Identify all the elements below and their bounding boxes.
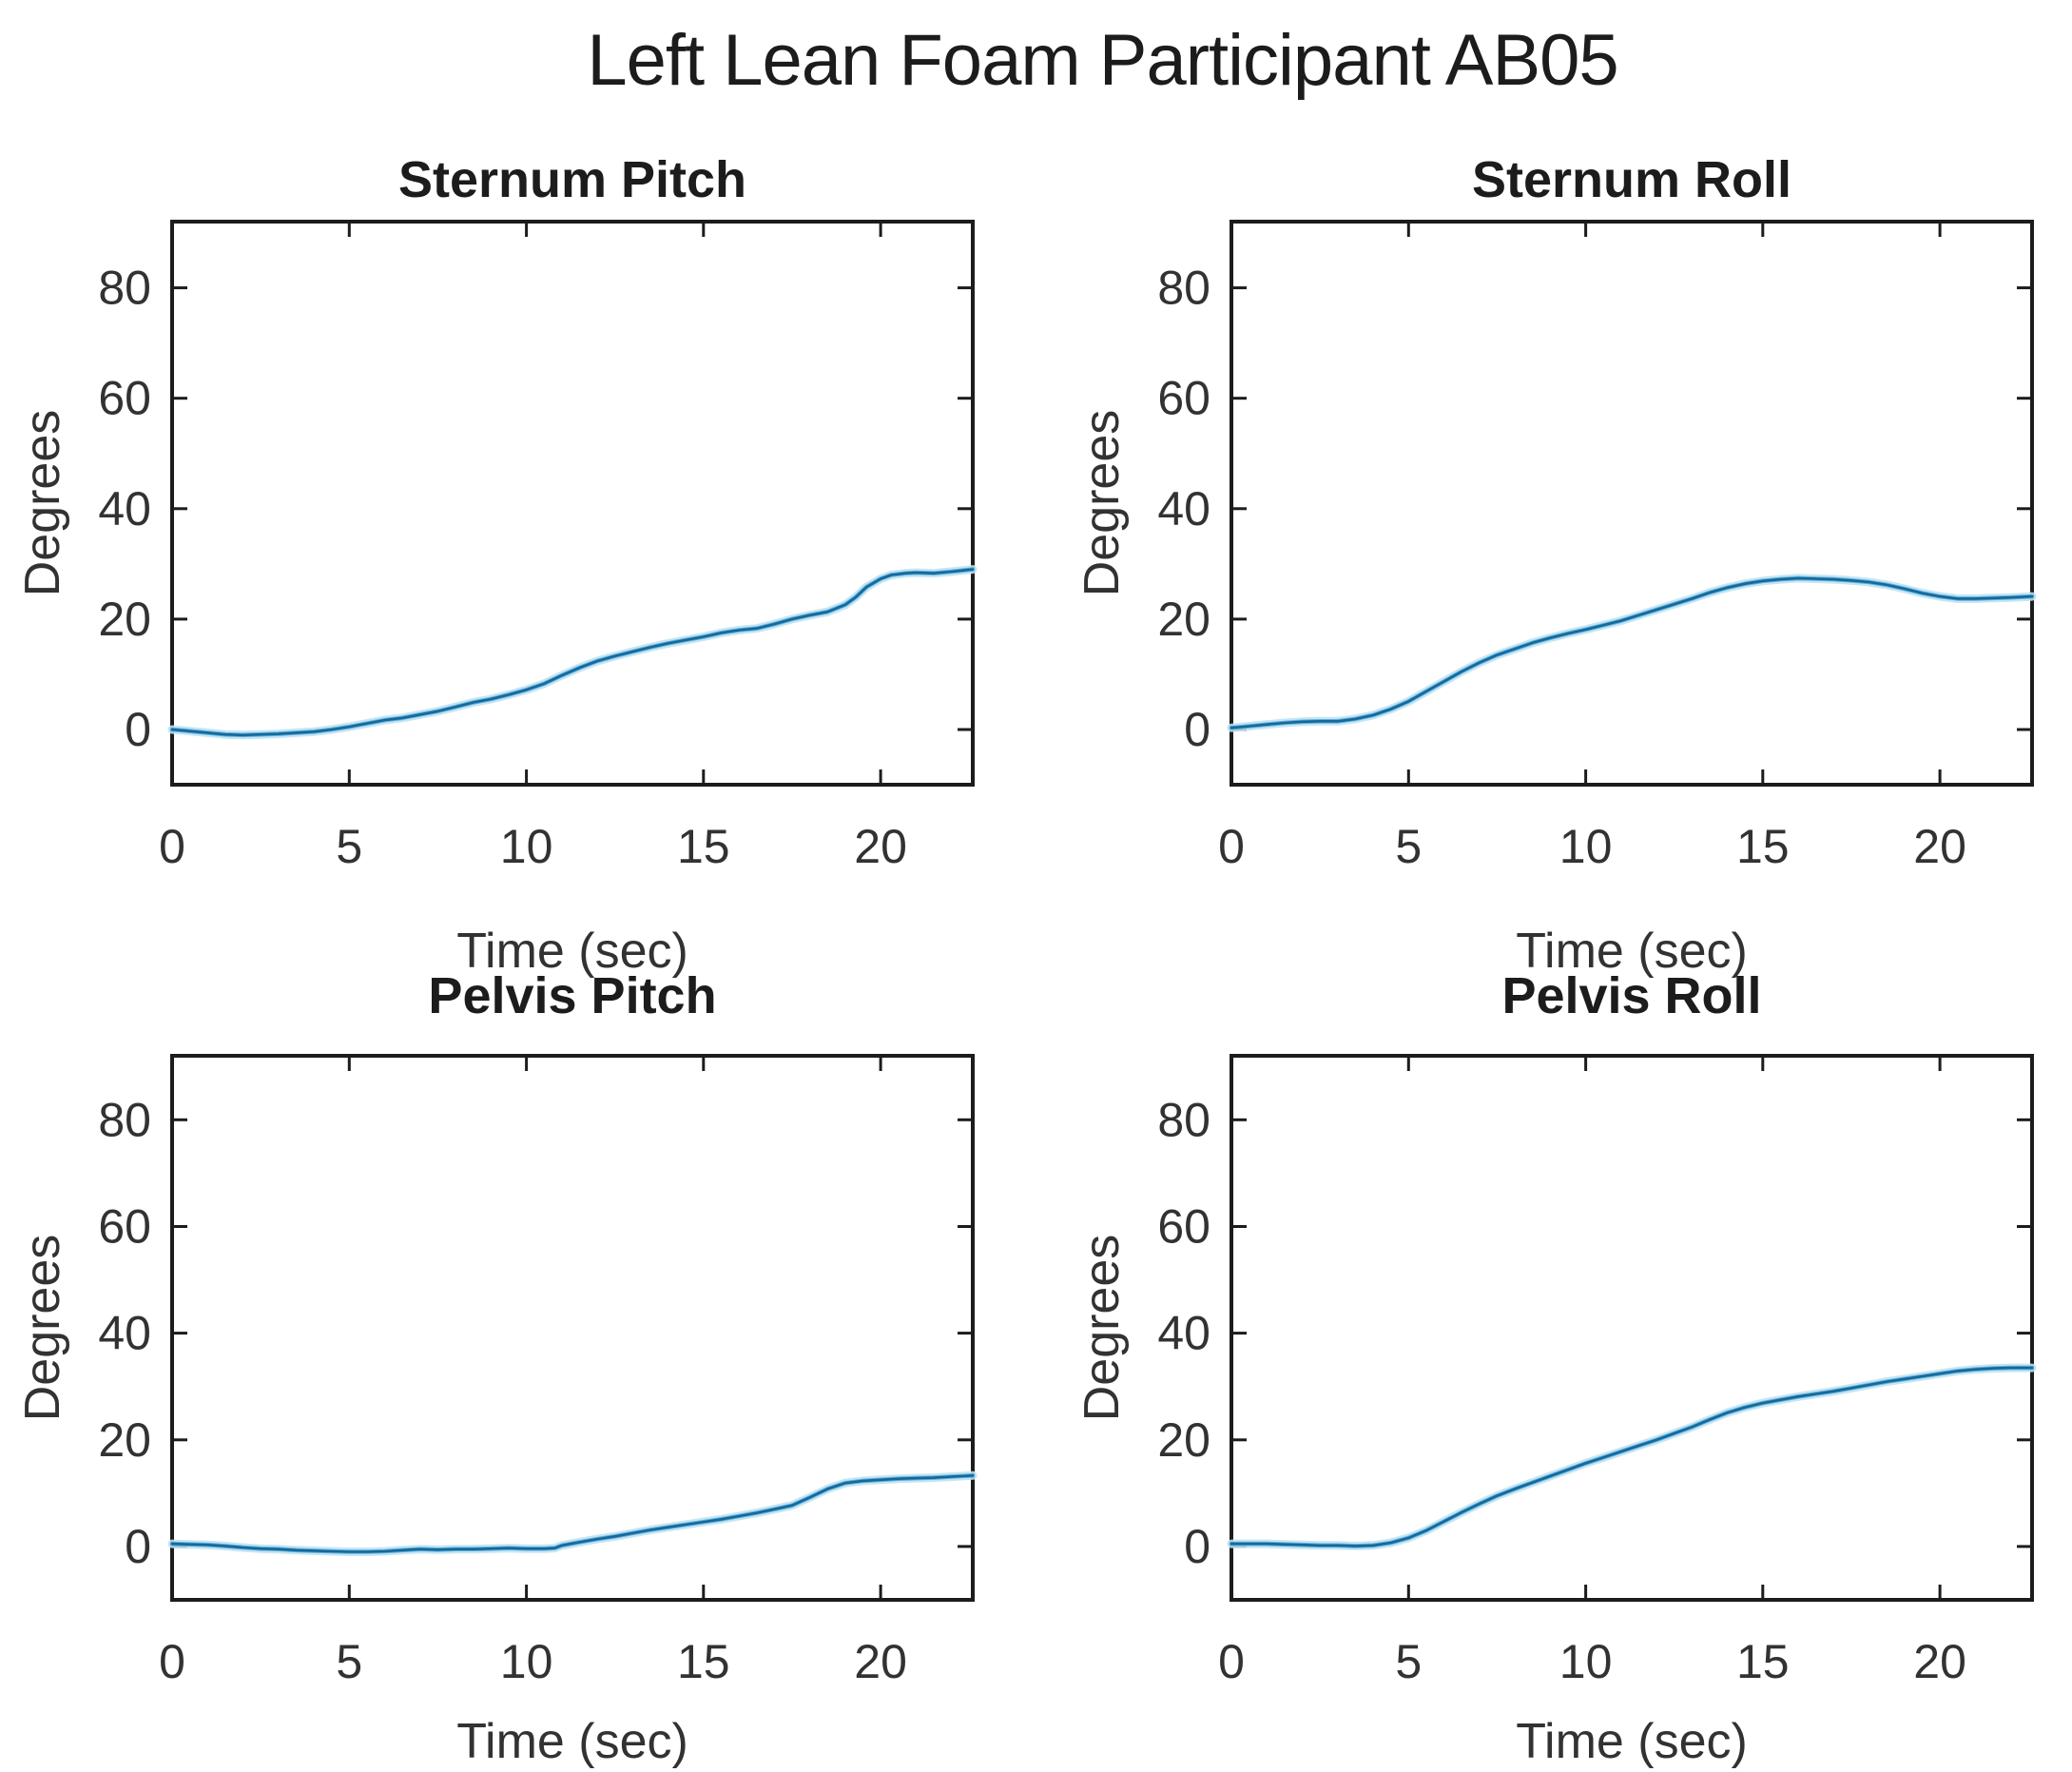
x-tick-label: 5 [336,820,362,873]
y-axis-label-pelvis-roll: Degrees [1075,1234,1130,1422]
subplot-title-sternum-pitch: Sternum Pitch [397,151,747,208]
series-pelvis-roll-core [1230,1366,2034,1548]
y-tick-label: 20 [1157,1413,1210,1467]
x-tick-label: 20 [854,1635,907,1688]
x-tick-label: 15 [677,1635,730,1688]
x-tick-label: 0 [1218,820,1245,873]
subplot-title-sternum-roll: Sternum Roll [1471,151,1792,208]
x-tick-label: 5 [1395,1635,1422,1688]
plot-svg-pelvis-roll: 0 5 10 15 20 0 20 40 60 80 [1157,1054,2037,1688]
x-tick-label: 5 [336,1635,362,1688]
x-tick-label: 10 [1559,1635,1613,1688]
x-tick-label: 0 [159,1635,185,1688]
x-tick-label: 10 [500,1635,553,1688]
plot-border [1230,220,2034,787]
plot-border [170,1054,975,1602]
series-pelvis-roll-halo [1227,1363,2037,1550]
y-tick-label: 40 [98,1307,151,1360]
plot-svg-pelvis-pitch: 0 5 10 15 20 0 20 40 60 80 [98,1054,978,1688]
series-sternum-pitch-core [170,568,975,737]
y-tick-label: 80 [1157,1093,1210,1146]
x-tick-label: 15 [1736,1635,1790,1688]
y-axis-label-pelvis-pitch: Degrees [15,1234,70,1422]
plot-border [1230,1054,2034,1602]
y-tick-label: 0 [1184,1520,1210,1573]
y-tick-label: 40 [1157,1307,1210,1360]
x-tick-label: 0 [159,820,185,873]
y-tick-label: 20 [98,593,151,646]
y-axis-label-sternum-roll: Degrees [1075,409,1130,597]
y-tick-label: 40 [98,482,151,535]
y-axis-label-sternum-pitch: Degrees [15,409,70,597]
y-tick-label: 0 [125,703,151,756]
y-tick-label: 0 [1184,703,1210,756]
y-tick-label: 60 [98,372,151,425]
series-sternum-pitch-halo [167,565,978,740]
x-axis-label-sternum-pitch: Time (sec) [456,924,688,979]
series-sternum-roll-mid [1229,575,2035,730]
figure-title: Left Lean Foam Participant AB05 [587,20,1618,101]
x-axis-label-sternum-roll: Time (sec) [1516,924,1748,979]
x-tick-label: 0 [1218,1635,1245,1688]
y-tick-label: 80 [98,1093,151,1146]
x-axis-label-pelvis-roll: Time (sec) [1516,1714,1748,1769]
y-tick-label: 80 [1157,262,1210,315]
x-tick-label: 10 [1559,820,1613,873]
series-sternum-roll-core [1230,576,2034,730]
series-sternum-roll-halo [1227,574,2037,732]
y-tick-label: 20 [1157,593,1210,646]
subplot-title-pelvis-pitch: Pelvis Pitch [428,967,717,1024]
x-tick-label: 10 [500,820,553,873]
x-axis-label-pelvis-pitch: Time (sec) [456,1714,688,1769]
y-tick-label: 40 [1157,482,1210,535]
plot-svg-sternum-roll: 0 5 10 15 20 0 20 40 60 80 [1157,220,2037,873]
subplot-title-pelvis-roll: Pelvis Roll [1501,967,1762,1024]
x-tick-label: 20 [1913,1635,1966,1688]
plot-border [170,220,975,787]
plot-svg-sternum-pitch: 0 5 10 15 20 0 20 40 60 80 [98,220,978,873]
x-tick-label: 20 [854,820,907,873]
series-pelvis-pitch-halo [167,1470,978,1556]
y-tick-label: 20 [98,1413,151,1467]
series-pelvis-pitch-core [170,1473,975,1553]
x-tick-label: 5 [1395,820,1422,873]
y-tick-label: 60 [1157,372,1210,425]
y-tick-label: 80 [98,262,151,315]
series-pelvis-roll-mid [1229,1365,2035,1548]
y-tick-label: 60 [98,1200,151,1254]
y-tick-label: 0 [125,1520,151,1573]
y-tick-label: 60 [1157,1200,1210,1254]
x-tick-label: 15 [677,820,730,873]
x-tick-label: 20 [1913,820,1966,873]
x-tick-label: 15 [1736,820,1790,873]
